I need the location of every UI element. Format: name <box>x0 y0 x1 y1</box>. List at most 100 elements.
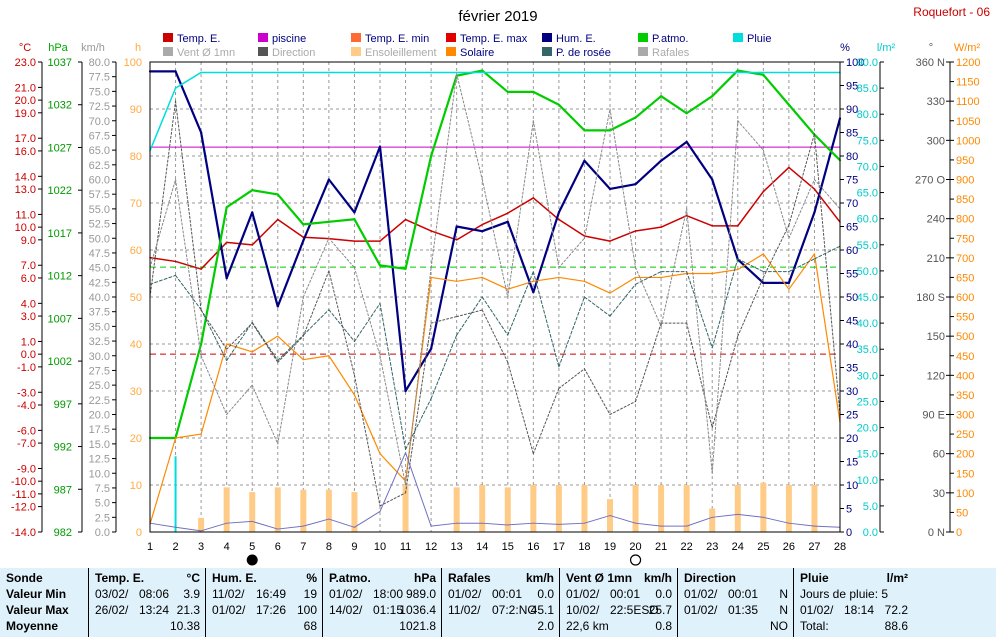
series-segment <box>685 140 714 181</box>
series-segment <box>251 520 279 530</box>
series-segment <box>353 394 381 455</box>
tick-label-day: 11 <box>400 541 411 553</box>
series-segment <box>736 258 765 284</box>
bar-sun <box>555 485 562 532</box>
dir-title: Direction <box>684 571 737 585</box>
series-solaire <box>149 253 841 525</box>
tick-label-humidity: 85 <box>846 128 858 140</box>
stats-raf: Rafales km/h 01/02/00:01 0.0 11/02/07:2:NO… <box>441 568 560 637</box>
raf-min-value: 0.0 <box>537 587 554 601</box>
series-segment <box>532 211 560 294</box>
series-segment <box>711 120 739 474</box>
tick-label-pressure: 1037 <box>48 57 72 69</box>
temp-max-time: 13:24 <box>139 603 170 617</box>
series-segment <box>686 516 713 527</box>
series-segment <box>788 522 815 527</box>
tick-label-rain: 15.0 <box>857 449 878 461</box>
series-segment <box>813 133 842 162</box>
series-segment <box>762 224 790 278</box>
tick-label-solar: 250 <box>956 429 974 441</box>
raf-unit: km/h <box>525 571 554 585</box>
pluie-total-label: Total: <box>800 619 829 633</box>
series-segment <box>174 433 202 439</box>
tick-label-rain: 80.0 <box>857 109 878 121</box>
chart-title: février 2019 <box>458 8 537 25</box>
vent-min-date: 01/02/ <box>566 587 600 601</box>
series-segment <box>737 513 764 518</box>
tick-label-pressure: 1007 <box>48 313 72 325</box>
tick-label-temp: -1.0 <box>17 362 36 374</box>
series-segment <box>430 334 458 400</box>
pluie-days: Jours de pluie: 5 <box>800 587 889 601</box>
series-segment <box>277 296 304 445</box>
temp-min-value: 3.9 <box>183 587 200 601</box>
series-segment <box>609 108 637 269</box>
series-segment <box>788 258 815 273</box>
series-segment <box>711 258 739 349</box>
series-segment <box>660 272 688 279</box>
series-segment <box>328 270 355 376</box>
tick-label-pressure: 987 <box>54 484 72 496</box>
bar-sun <box>530 485 537 532</box>
hum-max-value: 100 <box>296 603 317 617</box>
axis-unit-solar: W/m² <box>954 42 981 54</box>
series-segment <box>558 237 585 269</box>
tick-label-wind: 52.5 <box>89 219 110 231</box>
series-segment <box>200 343 228 435</box>
tick-label-rain: 35.0 <box>857 344 878 356</box>
tick-label-day: 7 <box>300 541 306 553</box>
tick-label-wind: 57.5 <box>89 189 110 201</box>
vent-avg: 0.8 <box>655 619 672 633</box>
moon-new-icon <box>246 554 258 566</box>
series-segment <box>200 206 228 346</box>
tick-label-solar: 1050 <box>956 116 980 128</box>
tick-label-rain: 25.0 <box>857 396 878 408</box>
series-segment <box>557 159 586 214</box>
tick-label-wind: 37.5 <box>89 307 110 319</box>
hum-title: Hum. E. <box>212 571 257 585</box>
stats-vent: Vent Ø 1mn km/h 01/02/00:01 0.0 10/02/22:5… <box>559 568 678 637</box>
series-segment <box>583 108 611 239</box>
tick-label-rain: 50.0 <box>857 266 878 278</box>
series-segment <box>609 230 637 242</box>
raf-max-time: 07:2:NO <box>492 603 537 617</box>
tick-label-solar: 1100 <box>956 96 980 108</box>
series-segment <box>302 178 330 242</box>
tick-label-rain: 20.0 <box>857 423 878 435</box>
pres-max-time: 01:15 <box>373 603 404 617</box>
legend-label: Temp. E. <box>177 33 220 45</box>
tick-label-rain: 90.0 <box>857 57 878 69</box>
tick-label-wind: 80.0 <box>89 57 110 69</box>
series-pluie <box>149 71 841 152</box>
series-segment <box>609 400 637 415</box>
tick-label-wind: 15.0 <box>89 439 110 451</box>
tick-label-wind: 30.0 <box>89 351 110 363</box>
vent-distance: 22,6 km <box>566 619 609 633</box>
series-segment <box>813 133 841 415</box>
series-segment <box>685 95 714 115</box>
series-segment <box>762 516 790 524</box>
series-segment <box>302 270 330 337</box>
vent-max-value: 25.7 <box>648 603 672 617</box>
tick-label-solar: 100 <box>956 488 974 500</box>
tick-label-temp: -12.0 <box>11 502 36 514</box>
dir-max-date: 01/02/ <box>684 603 718 617</box>
stats-sonde: Sonde Valeur Min Valeur Max Moyenne <box>0 568 88 637</box>
tick-label-wind: 47.5 <box>89 248 110 260</box>
series-segment <box>635 522 662 527</box>
series-segment <box>404 347 433 393</box>
tick-label-day: 26 <box>783 541 795 553</box>
series-direction <box>149 100 841 507</box>
hum-max-time: 17:26 <box>256 603 287 617</box>
tick-label-sun: 30 <box>130 386 142 398</box>
tick-label-direction: 360 N <box>916 57 945 69</box>
stats-temp: Temp. E. °C 03/02/08:06 3.9 26/02/13:24 21.… <box>88 568 206 637</box>
tick-label-day: 20 <box>629 541 641 553</box>
tick-label-solar: 700 <box>956 253 974 265</box>
row-label-min: Valeur Min <box>6 587 67 601</box>
tick-label-day: 18 <box>578 541 590 553</box>
tick-label-rain: 60.0 <box>857 214 878 226</box>
series-segment <box>430 230 458 241</box>
temp-avg: 10.38 <box>169 619 200 633</box>
tick-label-day: 23 <box>706 541 718 553</box>
